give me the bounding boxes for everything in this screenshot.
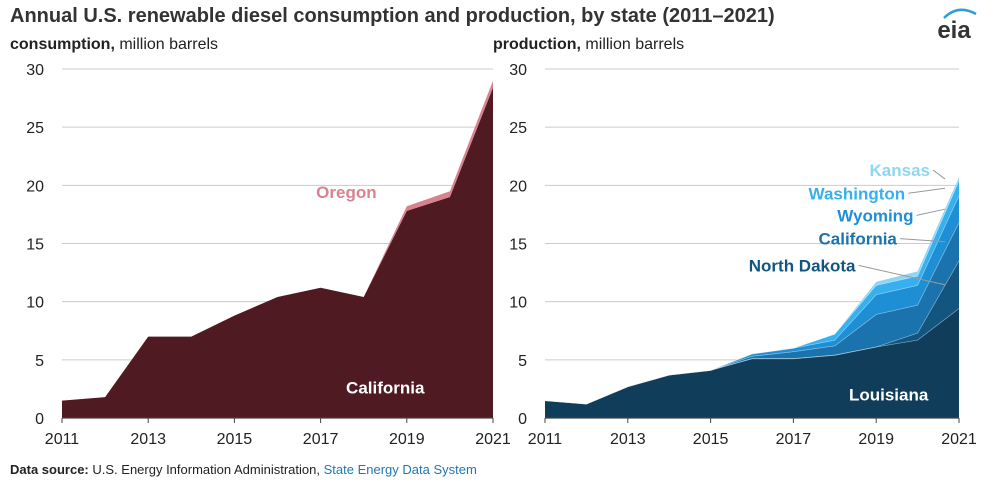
chart-title: Annual U.S. renewable diesel consumption… bbox=[10, 5, 775, 27]
source-label: Data source: bbox=[10, 462, 89, 477]
production-label-wyoming: Wyoming bbox=[837, 206, 913, 225]
production-label-kansas: Kansas bbox=[870, 161, 930, 180]
production-x-tick-label: 2021 bbox=[941, 431, 977, 448]
consumption-chart: 0 5 10 15 20 25 30 2011 2013 2015 2017 2019 2021 Cali… bbox=[26, 62, 511, 448]
production-label-louisiana: Louisiana bbox=[849, 386, 929, 405]
consumption-y-tick-label: 0 bbox=[35, 411, 44, 428]
production-separator-california bbox=[544, 222, 960, 405]
production-y-tick-label: 0 bbox=[518, 411, 527, 428]
consumption-label-oregon: Oregon bbox=[316, 183, 376, 202]
production-leader-washington bbox=[908, 187, 946, 194]
eia-logo-swoosh-icon bbox=[943, 8, 977, 19]
production-separator-north-dakota bbox=[544, 260, 960, 405]
consumption-x-tick-label: 2011 bbox=[45, 431, 80, 448]
production-y-tick-label: 25 bbox=[509, 120, 527, 137]
production-y-tick-label: 20 bbox=[509, 178, 527, 195]
consumption-label-california: California bbox=[346, 379, 425, 398]
production-y-tick-label: 30 bbox=[509, 62, 527, 79]
production-y-tick-label: 5 bbox=[518, 353, 527, 370]
production-area-wyoming bbox=[545, 195, 959, 404]
production-x-tick-label: 2017 bbox=[776, 431, 812, 448]
production-x-tick-label: 2013 bbox=[610, 431, 646, 448]
eia-logo: eia bbox=[937, 8, 977, 42]
right-unit-rest: million barrels bbox=[580, 36, 685, 53]
production-x-tick-label: 2019 bbox=[858, 431, 894, 448]
consumption-x-tick-label: 2021 bbox=[475, 431, 511, 448]
consumption-y-tick-label: 30 bbox=[26, 62, 44, 79]
production-leader-north-dakota bbox=[858, 264, 946, 286]
right-unit-bold: production, bbox=[493, 36, 581, 53]
production-label-california: California bbox=[818, 230, 897, 249]
source-text: U.S. Energy Information Administration, bbox=[92, 462, 320, 477]
production-x-tick-label: 2015 bbox=[693, 431, 729, 448]
production-leader-kansas bbox=[932, 169, 946, 180]
production-y-tick-label: 10 bbox=[509, 295, 527, 312]
consumption-y-tick-label: 25 bbox=[26, 120, 44, 137]
consumption-y-tick-label: 15 bbox=[26, 237, 44, 254]
production-label-washington: Washington bbox=[809, 184, 906, 203]
data-source: Data source: U.S. Energy Information Adm… bbox=[10, 462, 477, 477]
right-unit-label: production, million barrels bbox=[493, 36, 684, 54]
production-separator-washington bbox=[544, 180, 960, 405]
production-leader-california bbox=[899, 238, 946, 243]
consumption-area-california bbox=[62, 87, 493, 418]
left-unit-label: consumption, million barrels bbox=[10, 36, 218, 54]
production-area-washington bbox=[545, 180, 959, 404]
production-separator-wyoming bbox=[544, 195, 960, 405]
production-area-louisiana bbox=[545, 308, 959, 418]
source-link[interactable]: State Energy Data System bbox=[323, 462, 477, 477]
consumption-x-tick-label: 2019 bbox=[389, 431, 425, 448]
production-y-tick-label: 15 bbox=[509, 237, 527, 254]
production-x-tick-label: 2011 bbox=[528, 431, 563, 448]
eia-logo-text: eia bbox=[937, 17, 971, 42]
consumption-y-tick-label: 20 bbox=[26, 178, 44, 195]
production-label-north-dakota: North Dakota bbox=[749, 256, 856, 275]
consumption-x-tick-label: 2015 bbox=[217, 431, 253, 448]
left-unit-bold: consumption, bbox=[10, 36, 115, 53]
left-unit-rest: million barrels bbox=[114, 36, 219, 53]
production-leader-wyoming bbox=[916, 208, 946, 216]
consumption-x-tick-label: 2013 bbox=[130, 431, 166, 448]
consumption-x-tick-label: 2017 bbox=[303, 431, 339, 448]
production-separator-louisiana bbox=[544, 308, 960, 405]
consumption-y-tick-label: 5 bbox=[35, 353, 44, 370]
production-chart: 0 5 10 15 20 25 30 2011 2013 2015 2017 2019 2021 Loui… bbox=[509, 62, 977, 448]
consumption-y-tick-label: 10 bbox=[26, 295, 44, 312]
